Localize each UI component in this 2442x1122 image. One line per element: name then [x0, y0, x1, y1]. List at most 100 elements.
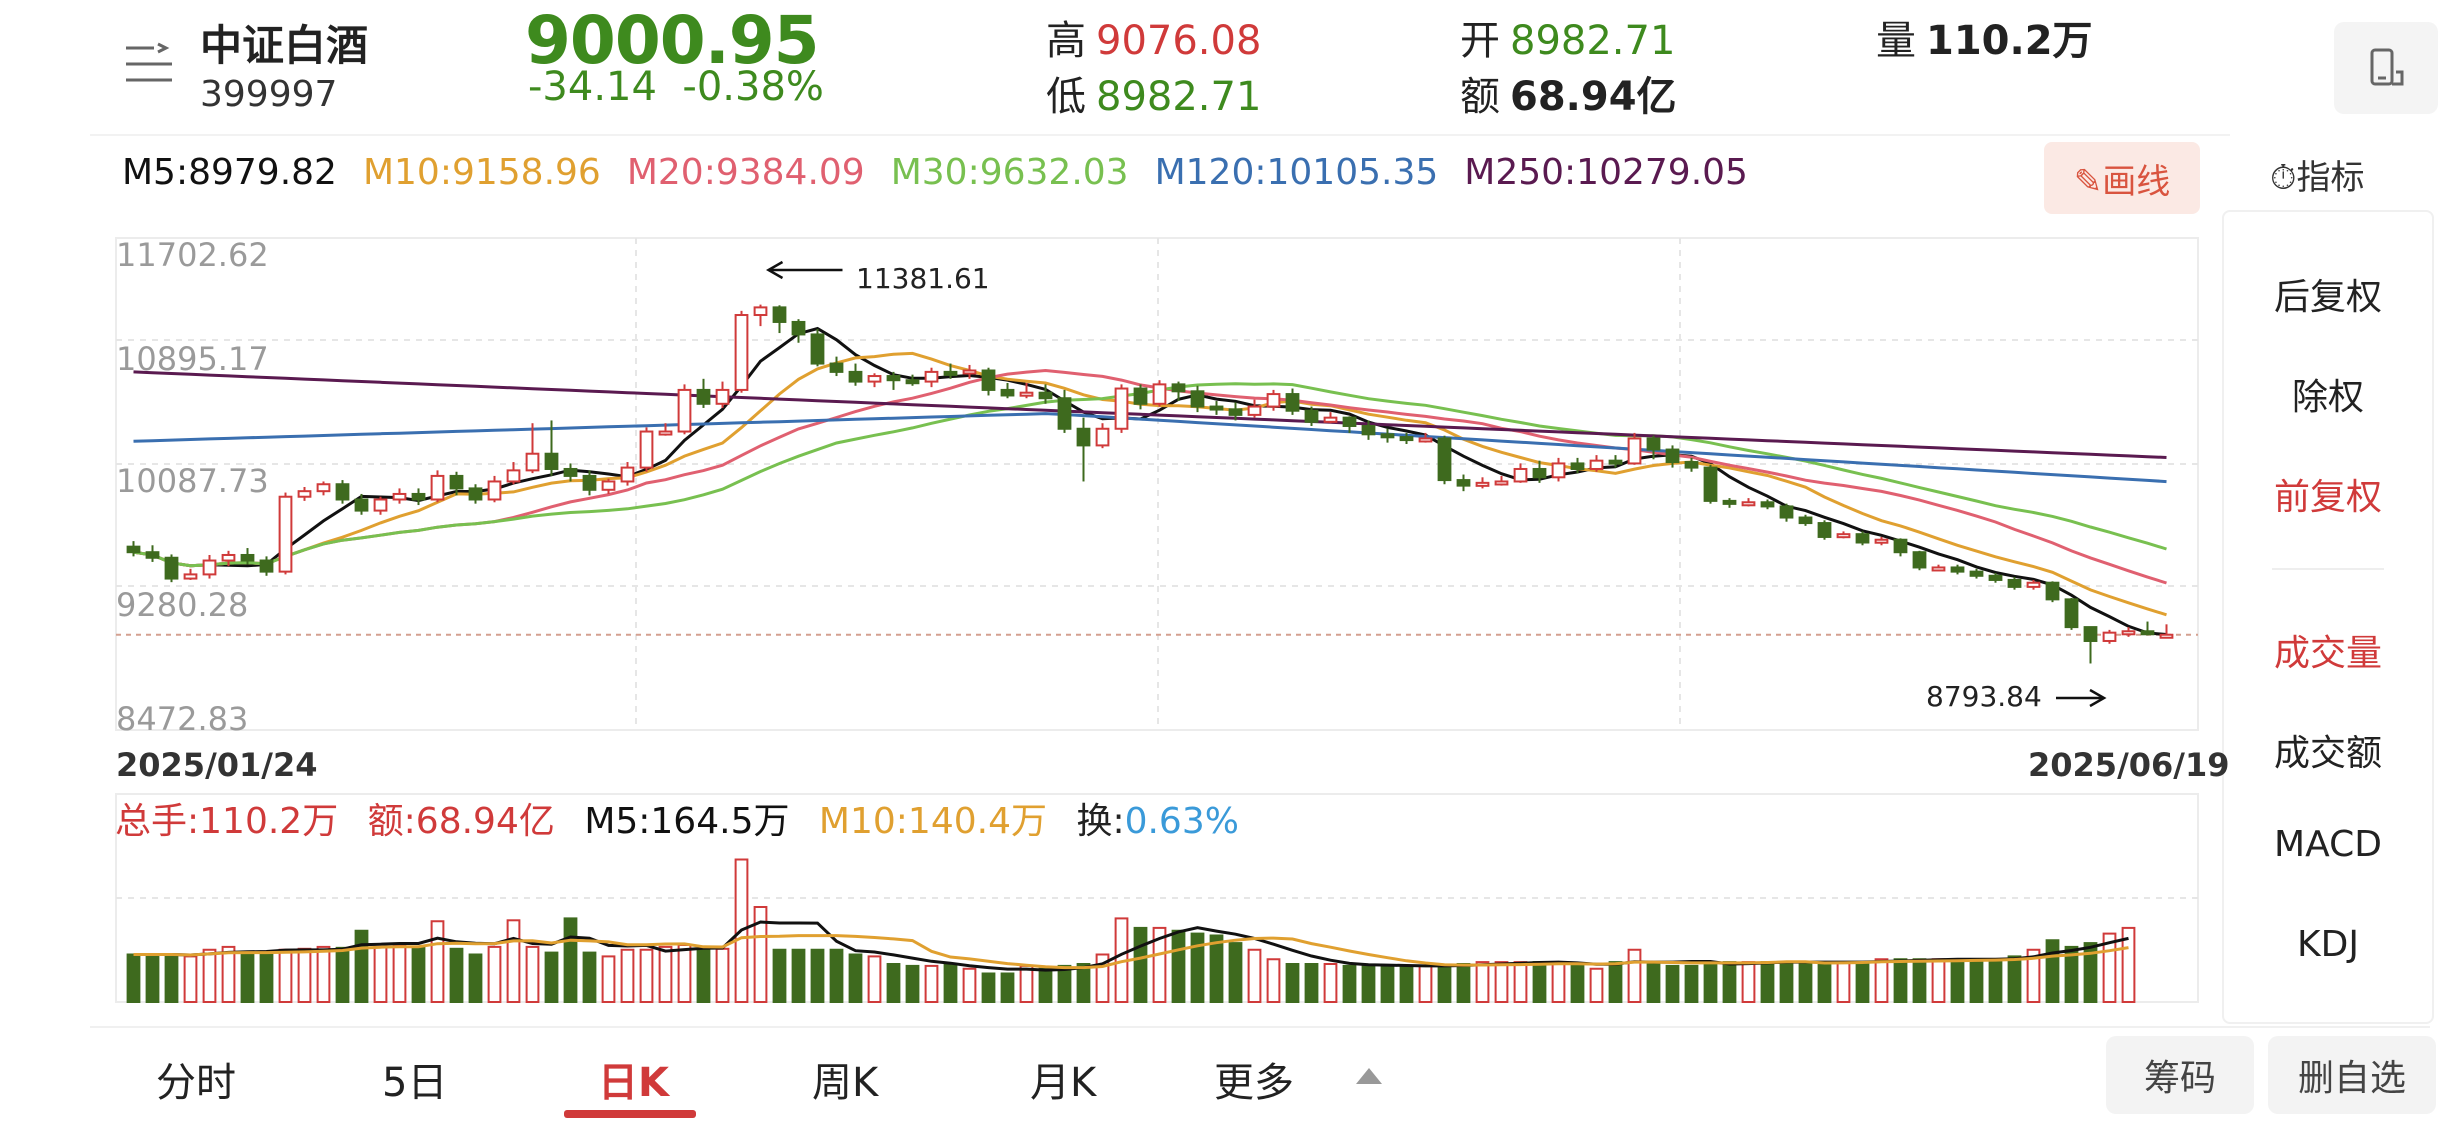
candle	[715, 381, 730, 408]
volume-bar	[1285, 963, 1300, 1003]
volume-bar	[1323, 963, 1338, 1003]
candle-body	[1950, 566, 1965, 573]
volume-bar	[126, 953, 141, 1003]
tab-5day[interactable]: 5日	[382, 1060, 448, 1106]
candle-body	[1646, 437, 1661, 451]
turnover-label: 换:	[1076, 801, 1125, 842]
volume-bar	[335, 946, 350, 1003]
candle	[1019, 382, 1034, 399]
candle	[1095, 423, 1110, 449]
volume-bar	[1836, 961, 1851, 1003]
candle-body	[354, 498, 369, 512]
candle-body	[1931, 566, 1946, 572]
volume-bar	[753, 906, 768, 1003]
side-item-pre-adjust[interactable]: 前复权	[2273, 477, 2382, 518]
candle	[791, 319, 806, 343]
high-annotation: 11381.61	[856, 262, 990, 295]
candle-body	[468, 487, 483, 501]
change-percent: -0.38%	[682, 64, 824, 110]
side-item-ex-rights[interactable]: 除权	[2291, 377, 2364, 418]
y-tick-label: 8472.83	[116, 700, 249, 738]
candle-body	[1874, 538, 1889, 544]
volume-bar	[1646, 963, 1661, 1003]
tab-weekly-k[interactable]: 周K	[812, 1060, 879, 1106]
candle-body	[1095, 427, 1110, 447]
candle-body	[1513, 467, 1528, 483]
candle	[1684, 457, 1699, 472]
candle	[772, 305, 787, 334]
draw-line-button[interactable]: ✎画线	[2044, 142, 2200, 214]
ma120-line	[133, 412, 2167, 484]
side-item-kdj[interactable]: KDJ	[2297, 924, 2359, 965]
candle	[734, 310, 749, 393]
candle	[1323, 412, 1338, 424]
tab-more[interactable]: 更多	[1214, 1060, 1294, 1106]
candle	[1551, 457, 1566, 482]
candlestick-chart[interactable]	[0, 0, 2220, 1030]
volume-bar	[1209, 934, 1224, 1003]
candle	[1076, 417, 1091, 482]
candle	[335, 480, 350, 504]
candle	[1266, 389, 1281, 411]
candle-body	[2007, 578, 2022, 588]
tab-monthly-k[interactable]: 月K	[1030, 1060, 1097, 1106]
candle	[1532, 460, 1547, 483]
candle-body	[1779, 505, 1794, 519]
candle-body	[2045, 581, 2060, 601]
candle-body	[829, 362, 844, 373]
volume-bar	[772, 948, 787, 1003]
remove-watchlist-button[interactable]: 删自选	[2268, 1036, 2436, 1114]
volume-bar	[1950, 958, 1965, 1003]
ma-legend-item: M20:9384.09	[626, 152, 865, 193]
landscape-toggle-button[interactable]	[2334, 22, 2438, 114]
volume-bar	[1551, 961, 1566, 1003]
volume-bar	[373, 945, 388, 1004]
volume-bar	[639, 948, 654, 1003]
candle-body	[867, 375, 882, 383]
tab-daily-k[interactable]: 日K	[598, 1060, 669, 1106]
volume-bar	[1665, 964, 1680, 1004]
volume-bar	[1076, 963, 1091, 1003]
candle	[411, 488, 426, 506]
candle	[563, 463, 578, 482]
volume-bar	[1342, 964, 1357, 1004]
tab-intraday[interactable]: 分时	[156, 1060, 236, 1106]
open-label: 开	[1460, 18, 1500, 64]
caret-up-icon[interactable]	[1354, 1066, 1384, 1086]
volume-bar	[430, 920, 445, 1003]
candle-body	[886, 375, 901, 382]
volume-bar	[1931, 958, 1946, 1003]
volume-bar	[2064, 945, 2079, 1004]
volume-bar	[1057, 964, 1072, 1004]
ma-legend-item: M5:8979.82	[122, 152, 337, 193]
candle	[1038, 384, 1053, 404]
side-item-turnover[interactable]: 成交额	[2273, 733, 2382, 774]
candle-body	[335, 483, 350, 501]
volume-bar	[221, 945, 236, 1004]
candle	[1133, 384, 1148, 410]
candle-body	[411, 492, 426, 501]
volume-bar	[1855, 961, 1870, 1003]
side-item-post-adjust[interactable]: 后复权	[2273, 277, 2382, 318]
indicator-button[interactable]: ⏱指标	[2270, 158, 2365, 198]
volume-bar	[240, 950, 255, 1004]
candle	[582, 470, 597, 496]
side-item-volume[interactable]: 成交量	[2273, 633, 2382, 674]
candle	[1912, 550, 1927, 571]
volume-bar	[2026, 948, 2041, 1003]
side-item-macd[interactable]: MACD	[2274, 824, 2382, 865]
volume-legend: 总手:110.2万 额:68.94亿 M5:164.5万 M10:140.4万 …	[115, 792, 1257, 844]
candle-body	[1855, 533, 1870, 544]
volume-bar	[1000, 972, 1015, 1003]
candle	[601, 478, 616, 494]
volume-ma10-line	[133, 934, 2129, 970]
menu-drawer-icon[interactable]	[124, 42, 176, 88]
candle-body	[753, 306, 768, 317]
candle-body	[734, 314, 749, 391]
start-date: 2025/01/24	[116, 746, 318, 784]
candle-body	[1893, 538, 1908, 554]
candle-body	[373, 498, 388, 512]
candle-body	[202, 559, 217, 576]
candle-body	[1418, 437, 1433, 443]
chips-button[interactable]: 筹码	[2106, 1036, 2254, 1114]
